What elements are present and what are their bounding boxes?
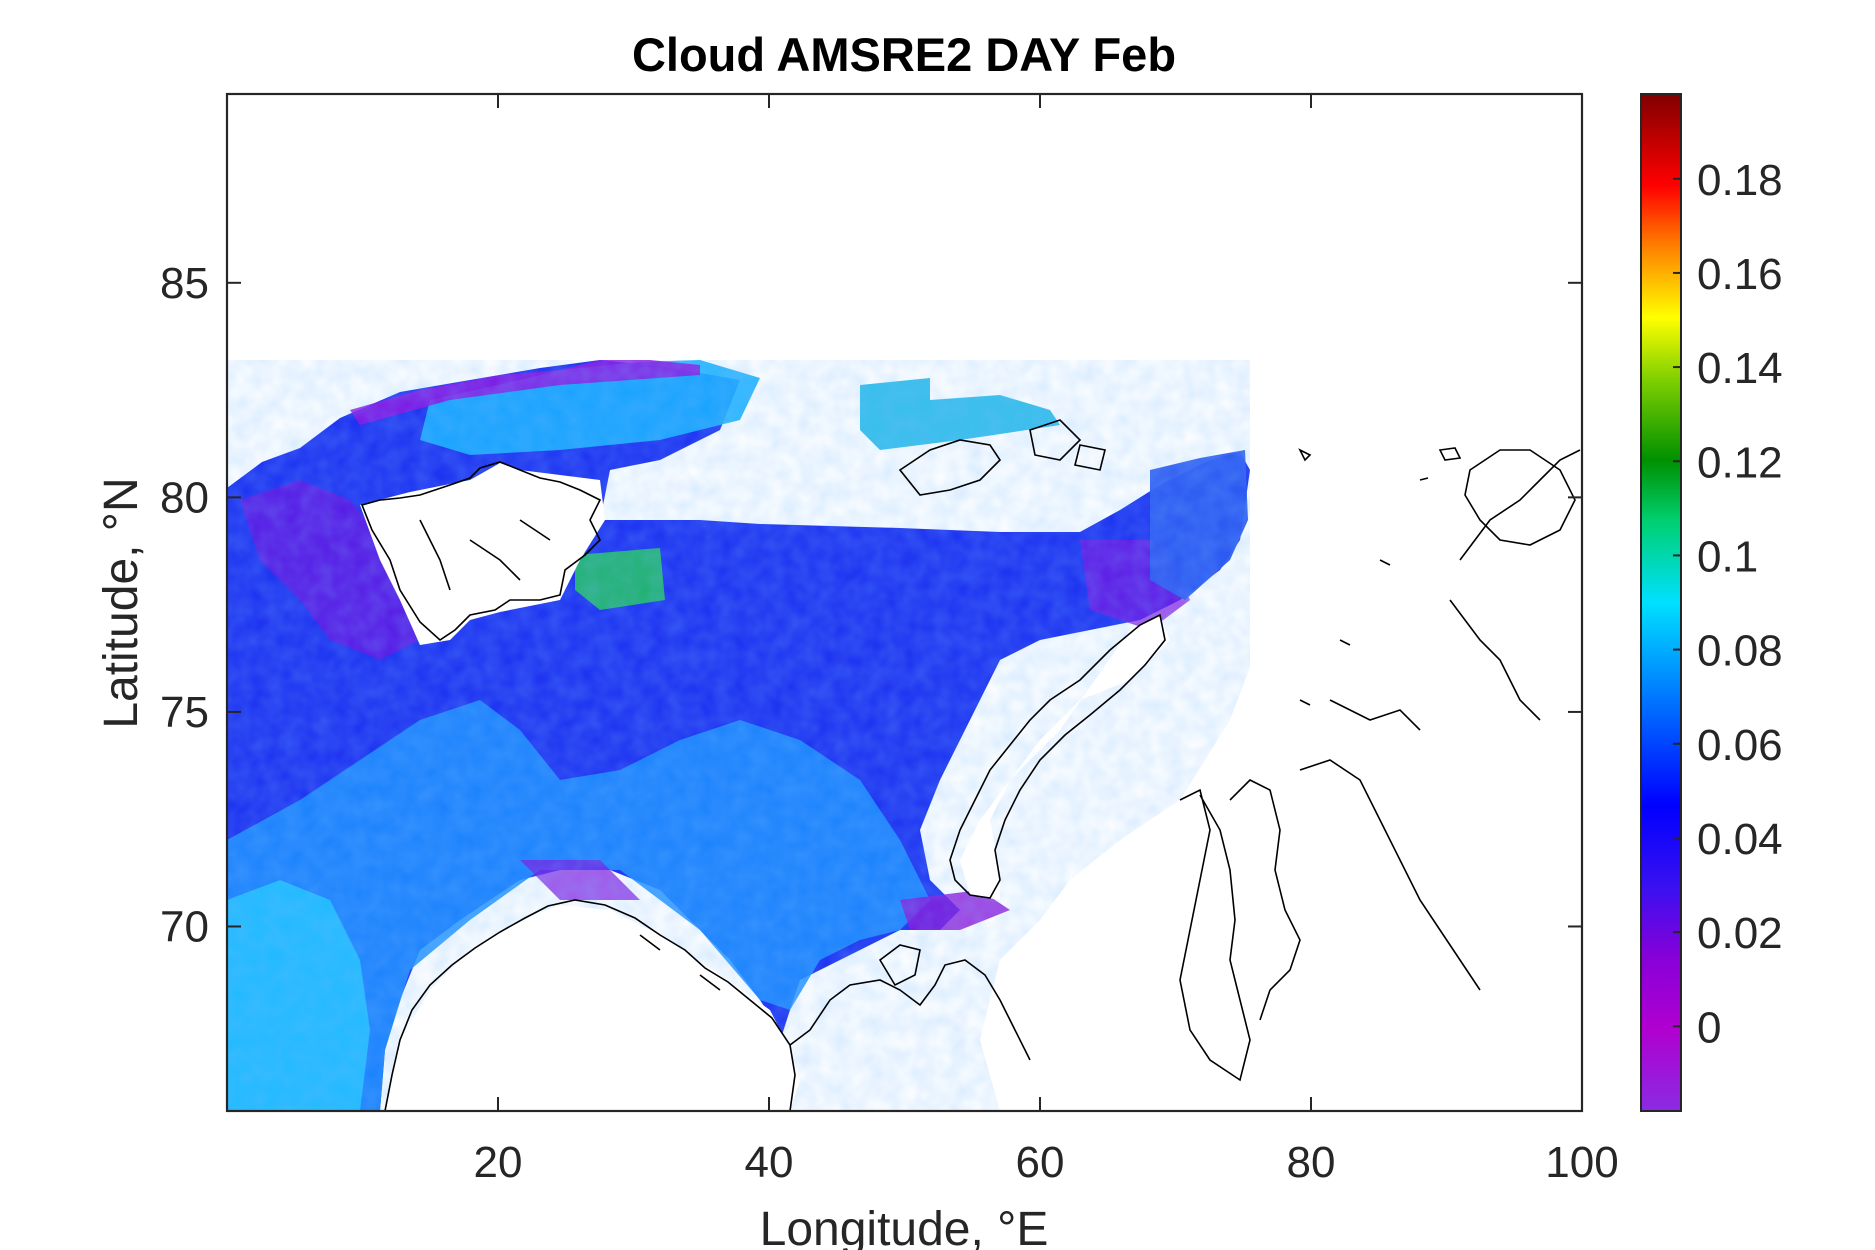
y-tick-label: 75	[160, 688, 209, 737]
kanin-coastline	[878, 944, 921, 987]
colorbar-tick-label: 0.12	[1697, 438, 1783, 487]
colorbar-tick-label: 0.06	[1697, 721, 1783, 770]
kara-land-mask	[980, 420, 1582, 1111]
colorbar-tick-label: 0.1	[1697, 532, 1758, 581]
gydan-coastline	[1229, 779, 1301, 1021]
scandinavia-land-mask	[385, 905, 800, 1111]
axes-box	[225, 92, 1584, 1113]
y-tick-label: 70	[160, 902, 209, 951]
novaya-zemlya-coastline	[949, 613, 1166, 899]
franz-josef-coastline	[898, 419, 1106, 496]
severnaya-zemlya-coastline	[1464, 449, 1576, 546]
coastlines	[360, 419, 1581, 1111]
x-axis-ticks: 20 40 60 80 100	[474, 94, 1619, 1187]
y-axis-label: Latitude, °N	[95, 477, 148, 728]
y-axis-ticks: 70 75 80 85	[160, 259, 1582, 951]
colorbar-tick-label: 0.16	[1697, 250, 1783, 299]
colorbar-tick-label: 0.14	[1697, 344, 1783, 393]
novaya-zemlya-land-mask	[960, 615, 1170, 900]
white-sea-coastline	[789, 959, 1031, 1061]
taymyr-coastline	[1299, 449, 1581, 991]
small-islands-coastline	[1298, 447, 1462, 706]
colorbar-tick-label: 0.18	[1697, 156, 1783, 205]
svalbard-coastline	[360, 461, 602, 642]
colorbar-tick-label: 0.04	[1697, 815, 1783, 864]
x-axis-label: Longitude, °E	[760, 1203, 1049, 1250]
y-tick-label: 85	[160, 259, 209, 308]
y-tick-label: 80	[160, 473, 209, 522]
colorbar-tick-label: 0.08	[1697, 627, 1783, 676]
x-tick-label: 20	[474, 1138, 523, 1187]
colorbar	[1640, 93, 1682, 1112]
chart-title: Cloud AMSRE2 DAY Feb	[632, 28, 1176, 81]
x-tick-label: 60	[1016, 1138, 1065, 1187]
x-tick-label: 40	[745, 1138, 794, 1187]
colorbar-tick-label: 0.02	[1697, 909, 1783, 958]
x-tick-label: 80	[1287, 1138, 1336, 1187]
heatmap-field	[227, 360, 1582, 1111]
yamal-coastline	[1179, 788, 1251, 1082]
sea-field-fjl	[860, 378, 1060, 450]
colorbar-tick-label: 0	[1697, 1003, 1721, 1052]
colorbar-ticks: 0 0.02 0.04 0.06 0.08 0.1 0.12 0.14 0.16 0.18	[1673, 156, 1783, 1052]
kola-scandinavia-coastline	[384, 899, 796, 1111]
x-tick-label: 100	[1545, 1138, 1618, 1187]
